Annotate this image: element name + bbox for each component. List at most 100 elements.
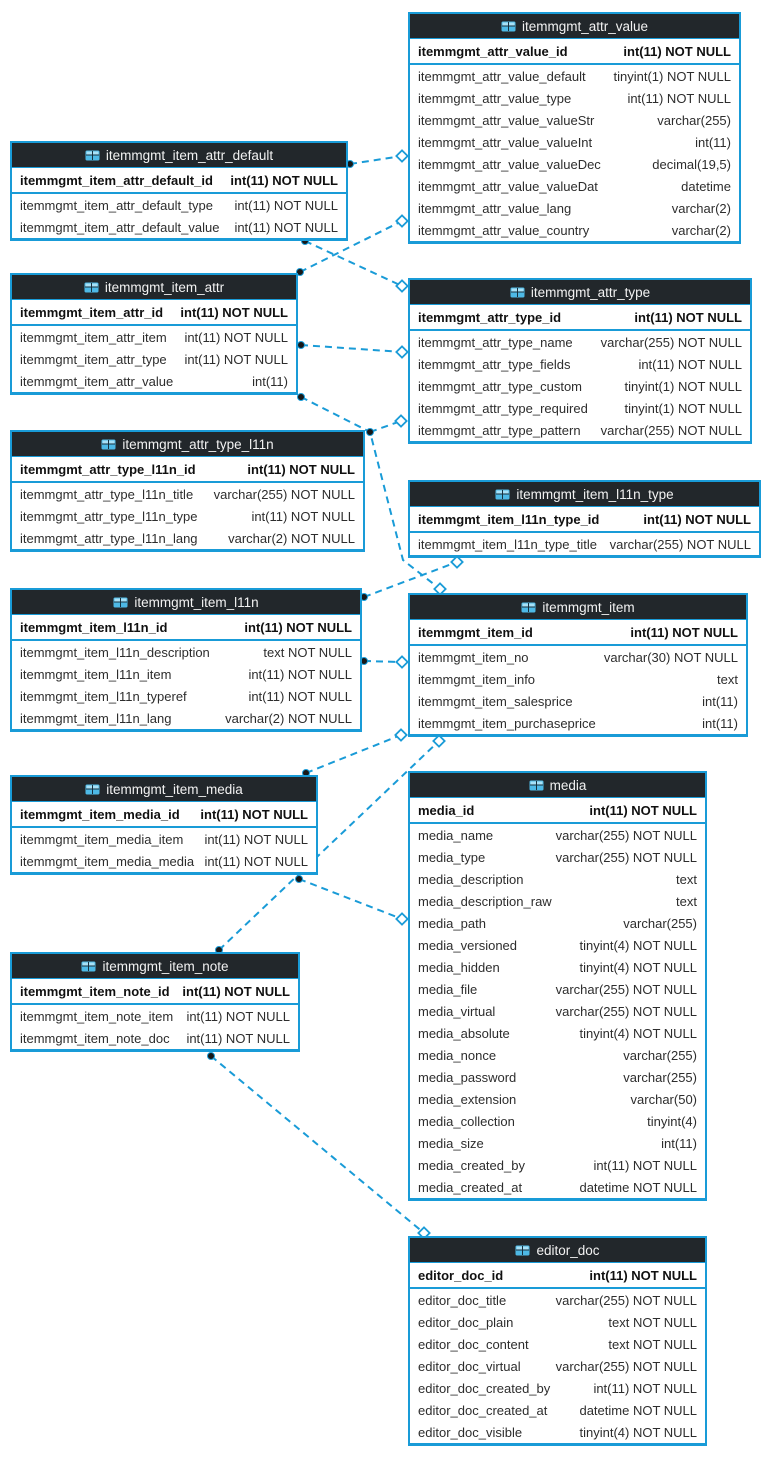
column-name: itemmgmt_attr_value_country xyxy=(418,222,590,238)
column-row[interactable]: media_virtual varchar(255) NOT NULL xyxy=(410,1000,705,1022)
primary-key-row[interactable]: itemmgmt_item_attr_id int(11) NOT NULL xyxy=(12,300,296,326)
table-itemmgmt_item_attr[interactable]: itemmgmt_item_attr itemmgmt_item_attr_id i… xyxy=(10,273,298,395)
column-row[interactable]: media_hidden tinyint(4) NOT NULL xyxy=(410,956,705,978)
column-row[interactable]: media_collection tinyint(4) xyxy=(410,1110,705,1132)
column-row[interactable]: editor_doc_created_by int(11) NOT NULL xyxy=(410,1377,705,1399)
column-row[interactable]: itemmgmt_item_media_item int(11) NOT NULL xyxy=(12,828,316,850)
columns-section: itemmgmt_item_attr_default_type int(11) N… xyxy=(12,194,346,238)
table-header[interactable]: itemmgmt_item_note xyxy=(12,954,298,979)
primary-key-row[interactable]: itemmgmt_item_media_id int(11) NOT NULL xyxy=(12,802,316,828)
relationship-cardinality-diamond xyxy=(450,555,464,569)
column-row[interactable]: media_type varchar(255) NOT NULL xyxy=(410,846,705,868)
column-name: itemmgmt_item_media_media xyxy=(20,853,195,869)
table-itemmgmt_item[interactable]: itemmgmt_item itemmgmt_item_id int(11) NOT… xyxy=(408,593,748,737)
primary-key-row[interactable]: itemmgmt_item_id int(11) NOT NULL xyxy=(410,620,746,646)
primary-key-row[interactable]: itemmgmt_item_l11n_id int(11) NOT NULL xyxy=(12,615,360,641)
primary-key-row[interactable]: itemmgmt_attr_type_l11n_id int(11) NOT NU… xyxy=(12,457,363,483)
column-row[interactable]: itemmgmt_attr_type_pattern varchar(255) N… xyxy=(410,419,750,441)
column-row[interactable]: itemmgmt_attr_type_l11n_title varchar(255… xyxy=(12,483,363,505)
table-header[interactable]: itemmgmt_item_attr xyxy=(12,275,296,300)
column-row[interactable]: editor_doc_plain text NOT NULL xyxy=(410,1311,705,1333)
column-row[interactable]: itemmgmt_attr_value_type int(11) NOT NULL xyxy=(410,87,739,109)
table-header[interactable]: media xyxy=(410,773,705,798)
table-header[interactable]: itemmgmt_attr_type_l11n xyxy=(12,432,363,457)
column-row[interactable]: itemmgmt_attr_type_l11n_lang varchar(2) N… xyxy=(12,527,363,549)
table-header[interactable]: itemmgmt_item_media xyxy=(12,777,316,802)
table-itemmgmt_attr_type[interactable]: itemmgmt_attr_type itemmgmt_attr_type_id i… xyxy=(408,278,752,444)
table-itemmgmt_item_l11n_type[interactable]: itemmgmt_item_l11n_type itemmgmt_item_l11… xyxy=(408,480,761,558)
column-row[interactable]: media_name varchar(255) NOT NULL xyxy=(410,824,705,846)
column-row[interactable]: itemmgmt_item_note_item int(11) NOT NULL xyxy=(12,1005,298,1027)
primary-key-row[interactable]: itemmgmt_attr_type_id int(11) NOT NULL xyxy=(410,305,750,331)
column-type: varchar(255) NOT NULL xyxy=(555,1292,697,1308)
primary-key-row[interactable]: itemmgmt_item_attr_default_id int(11) NOT… xyxy=(12,168,346,194)
column-row[interactable]: itemmgmt_attr_value_valueStr varchar(255) xyxy=(410,109,739,131)
column-row[interactable]: itemmgmt_item_attr_type int(11) NOT NULL xyxy=(12,348,296,370)
table-itemmgmt_attr_value[interactable]: itemmgmt_attr_value itemmgmt_attr_value_i… xyxy=(408,12,741,244)
column-row[interactable]: itemmgmt_attr_type_required tinyint(1) NO… xyxy=(410,397,750,419)
column-row[interactable]: media_size int(11) xyxy=(410,1132,705,1154)
table-itemmgmt_item_media[interactable]: itemmgmt_item_media itemmgmt_item_media_i… xyxy=(10,775,318,875)
column-row[interactable]: media_extension varchar(50) xyxy=(410,1088,705,1110)
column-row[interactable]: itemmgmt_attr_value_valueDat datetime xyxy=(410,175,739,197)
column-row[interactable]: itemmgmt_attr_value_valueInt int(11) xyxy=(410,131,739,153)
primary-key-row[interactable]: itemmgmt_item_note_id int(11) NOT NULL xyxy=(12,979,298,1005)
column-row[interactable]: itemmgmt_attr_value_default tinyint(1) NO… xyxy=(410,65,739,87)
table-itemmgmt_item_attr_default[interactable]: itemmgmt_item_attr_default itemmgmt_item_… xyxy=(10,141,348,241)
column-row[interactable]: itemmgmt_attr_value_lang varchar(2) xyxy=(410,197,739,219)
column-row[interactable]: itemmgmt_item_salesprice int(11) xyxy=(410,690,746,712)
column-row[interactable]: media_absolute tinyint(4) NOT NULL xyxy=(410,1022,705,1044)
table-media[interactable]: media media_id int(11) NOT NULL media_name v… xyxy=(408,771,707,1201)
column-row[interactable]: itemmgmt_item_attr_value int(11) xyxy=(12,370,296,392)
table-itemmgmt_attr_type_l11n[interactable]: itemmgmt_attr_type_l11n itemmgmt_attr_typ… xyxy=(10,430,365,552)
column-row[interactable]: media_versioned tinyint(4) NOT NULL xyxy=(410,934,705,956)
column-row[interactable]: media_password varchar(255) xyxy=(410,1066,705,1088)
table-header[interactable]: itemmgmt_attr_type xyxy=(410,280,750,305)
column-row[interactable]: itemmgmt_item_attr_default_type int(11) N… xyxy=(12,194,346,216)
primary-key-row[interactable]: media_id int(11) NOT NULL xyxy=(410,798,705,824)
column-row[interactable]: itemmgmt_item_l11n_type_title varchar(255… xyxy=(410,533,759,555)
column-row[interactable]: itemmgmt_attr_type_fields int(11) NOT NUL… xyxy=(410,353,750,375)
column-row[interactable]: itemmgmt_item_l11n_typeref int(11) NOT NU… xyxy=(12,685,360,707)
column-row[interactable]: itemmgmt_attr_value_country varchar(2) xyxy=(410,219,739,241)
column-row[interactable]: media_created_by int(11) NOT NULL xyxy=(410,1154,705,1176)
primary-key-row[interactable]: itemmgmt_attr_value_id int(11) NOT NULL xyxy=(410,39,739,65)
column-row[interactable]: itemmgmt_item_l11n_item int(11) NOT NULL xyxy=(12,663,360,685)
column-row[interactable]: media_nonce varchar(255) xyxy=(410,1044,705,1066)
column-row[interactable]: itemmgmt_item_purchaseprice int(11) xyxy=(410,712,746,734)
table-header[interactable]: itemmgmt_attr_value xyxy=(410,14,739,39)
table-itemmgmt_item_l11n[interactable]: itemmgmt_item_l11n itemmgmt_item_l11n_id i… xyxy=(10,588,362,732)
column-row[interactable]: itemmgmt_item_l11n_description text NOT N… xyxy=(12,641,360,663)
column-row[interactable]: media_created_at datetime NOT NULL xyxy=(410,1176,705,1198)
table-header[interactable]: itemmgmt_item_l11n xyxy=(12,590,360,615)
column-row[interactable]: editor_doc_created_at datetime NOT NULL xyxy=(410,1399,705,1421)
table-header[interactable]: itemmgmt_item_attr_default xyxy=(12,143,346,168)
table-header[interactable]: itemmgmt_item xyxy=(410,595,746,620)
column-row[interactable]: itemmgmt_item_attr_default_value int(11) … xyxy=(12,216,346,238)
column-row[interactable]: media_path varchar(255) xyxy=(410,912,705,934)
table-header[interactable]: itemmgmt_item_l11n_type xyxy=(410,482,759,507)
column-row[interactable]: itemmgmt_item_info text xyxy=(410,668,746,690)
primary-key-row[interactable]: editor_doc_id int(11) NOT NULL xyxy=(410,1263,705,1289)
column-row[interactable]: editor_doc_virtual varchar(255) NOT NULL xyxy=(410,1355,705,1377)
column-row[interactable]: editor_doc_visible tinyint(4) NOT NULL xyxy=(410,1421,705,1443)
table-editor_doc[interactable]: editor_doc editor_doc_id int(11) NOT NULL e… xyxy=(408,1236,707,1446)
column-row[interactable]: itemmgmt_item_media_media int(11) NOT NUL… xyxy=(12,850,316,872)
column-row[interactable]: media_description_raw text xyxy=(410,890,705,912)
column-row[interactable]: itemmgmt_attr_type_l11n_type int(11) NOT … xyxy=(12,505,363,527)
column-row[interactable]: itemmgmt_item_no varchar(30) NOT NULL xyxy=(410,646,746,668)
column-row[interactable]: editor_doc_title varchar(255) NOT NULL xyxy=(410,1289,705,1311)
table-header[interactable]: editor_doc xyxy=(410,1238,705,1263)
column-row[interactable]: media_file varchar(255) NOT NULL xyxy=(410,978,705,1000)
table-itemmgmt_item_note[interactable]: itemmgmt_item_note itemmgmt_item_note_id i… xyxy=(10,952,300,1052)
column-row[interactable]: itemmgmt_attr_value_valueDec decimal(19,5… xyxy=(410,153,739,175)
table-icon xyxy=(515,1245,530,1256)
column-row[interactable]: itemmgmt_attr_type_name varchar(255) NOT … xyxy=(410,331,750,353)
column-row[interactable]: media_description text xyxy=(410,868,705,890)
column-row[interactable]: itemmgmt_attr_type_custom tinyint(1) NOT … xyxy=(410,375,750,397)
column-row[interactable]: itemmgmt_item_attr_item int(11) NOT NULL xyxy=(12,326,296,348)
primary-key-row[interactable]: itemmgmt_item_l11n_type_id int(11) NOT NU… xyxy=(410,507,759,533)
column-row[interactable]: editor_doc_content text NOT NULL xyxy=(410,1333,705,1355)
column-row[interactable]: itemmgmt_item_note_doc int(11) NOT NULL xyxy=(12,1027,298,1049)
column-row[interactable]: itemmgmt_item_l11n_lang varchar(2) NOT NU… xyxy=(12,707,360,729)
